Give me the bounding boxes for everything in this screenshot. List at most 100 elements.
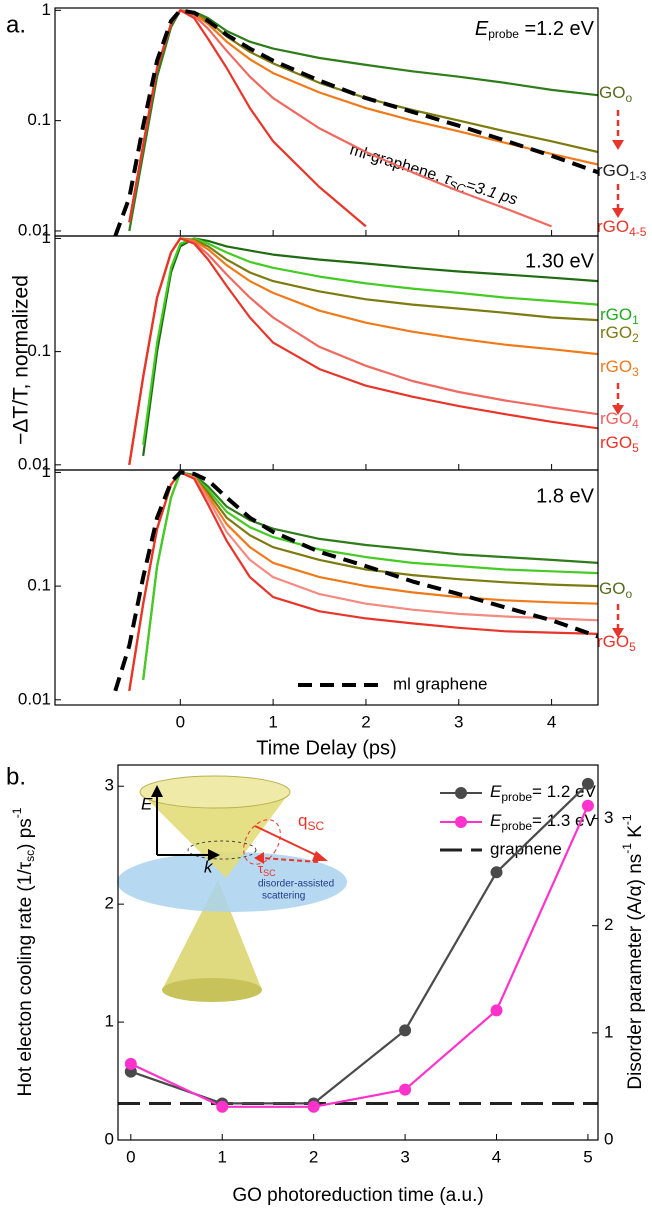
y-tick-label: 0.1 [27,576,51,595]
legend-label: ml graphene [393,674,488,693]
series-line [128,237,598,465]
text: GO [599,579,625,598]
superscript: -1 [620,843,634,854]
series-line [128,471,598,691]
subscript: 4-5 [629,225,647,239]
y-tick-label: 1 [42,0,51,19]
symbol: E [490,811,502,830]
point [581,777,594,790]
y2-tick-label: 1 [604,1022,613,1041]
superscript: -1 [10,807,24,818]
panel-label: b. [6,763,26,790]
text: GO [599,83,625,102]
superscript: -1 [620,814,634,825]
panel-label: a. [6,11,26,38]
frame [54,469,599,706]
curve-label: rGO5 [600,433,639,455]
text: rGO [600,357,632,376]
text: rGO [597,217,629,236]
subscript: 5 [632,441,639,455]
legend-marker [455,816,467,828]
subscript: o [625,91,632,105]
plot [113,8,598,236]
text: τ [258,861,264,876]
energy-label: Eprobe =1.2 eV [475,18,595,41]
x-tick-label: 1 [217,1147,226,1166]
text: rGO [600,323,632,342]
y-tick-label: 1 [42,228,51,247]
subscript: 2 [632,331,639,345]
point [399,1024,412,1037]
subscript: 1-3 [629,169,647,183]
series-line [128,237,598,465]
y-tick-label: 0 [105,1129,114,1148]
series-line [128,237,598,465]
fit-note: ml-graphene, τSC=3.1 ps [347,142,520,212]
scattering-label: scattering [262,891,305,902]
axis-label: k [204,857,214,876]
series-line [128,9,598,223]
series-line [113,8,598,236]
x-tick-label: 2 [361,712,370,731]
text: Disorder parameter (A/α) ns [625,854,646,1090]
series-line [128,9,598,223]
frame [54,235,599,471]
curve-label: rGO1-3 [597,161,647,183]
axis-label: E [141,794,153,813]
y-tick-label: 0.1 [27,341,51,360]
subscript: 1 [632,313,639,327]
y2-axis-label: Disorder parameter (A/α) ns-1 K-1 [620,814,646,1090]
curve-label: rGO5 [597,632,636,654]
energy-label: 1.30 eV [525,250,595,272]
series-line [128,9,598,232]
x-tick-label: 1 [268,712,277,731]
series-line [142,237,598,446]
y-tick-label: 2 [105,894,114,913]
text: ) ps [15,818,36,850]
point [581,799,594,812]
point [124,1057,137,1070]
curve-label: rGO4-5 [597,217,647,239]
curve-label: GOo [599,579,632,601]
text: Hot electon cooling rate (1/τ [15,861,36,1096]
text: rGO [600,409,632,428]
arrow-heads [612,140,624,638]
series-line [128,471,598,691]
series-line [128,471,598,691]
series-line [142,471,598,680]
x-axis-label: Time Delay (ps) [256,737,396,759]
tau-label: τSC [258,861,276,878]
energy-label: 1.8 eV [536,485,594,507]
series-line [113,470,598,692]
text: rGO [600,433,632,452]
symbol: E [475,18,489,40]
legend-marker [455,787,467,799]
scattering-label: disorder-assisted [258,879,334,890]
series-line [130,783,589,1105]
q-label: qSC [298,811,324,833]
point [307,1100,320,1113]
legend-label: Eprobe= 1.2 eV [490,782,597,804]
text: = 1.2 eV [532,782,596,801]
y-tick-label: 0.01 [18,689,51,708]
curve-label: rGO1 [600,305,639,327]
series-line [130,805,589,1108]
x-tick-label: 4 [547,712,556,731]
y2-tick-label: 3 [604,808,613,827]
y2-tick-label: 2 [604,915,613,934]
curve-label: rGO2 [600,323,639,345]
series-line [128,471,598,691]
subscript: 4 [632,417,639,431]
frame [54,7,599,237]
curve-label: rGO3 [600,357,639,379]
symbol: E [490,782,502,801]
subscript: probe [501,790,532,804]
x-tick-label: 3 [400,1147,409,1166]
curve-label: rGO4 [600,409,639,431]
x-axis-label: GO photoreduction time (a.u.) [232,1185,483,1206]
text: = 1.3 eV [532,811,596,830]
y-tick-label: 1 [42,462,51,481]
subscript: probe [488,27,519,41]
x-tick-label: 3 [454,712,463,731]
